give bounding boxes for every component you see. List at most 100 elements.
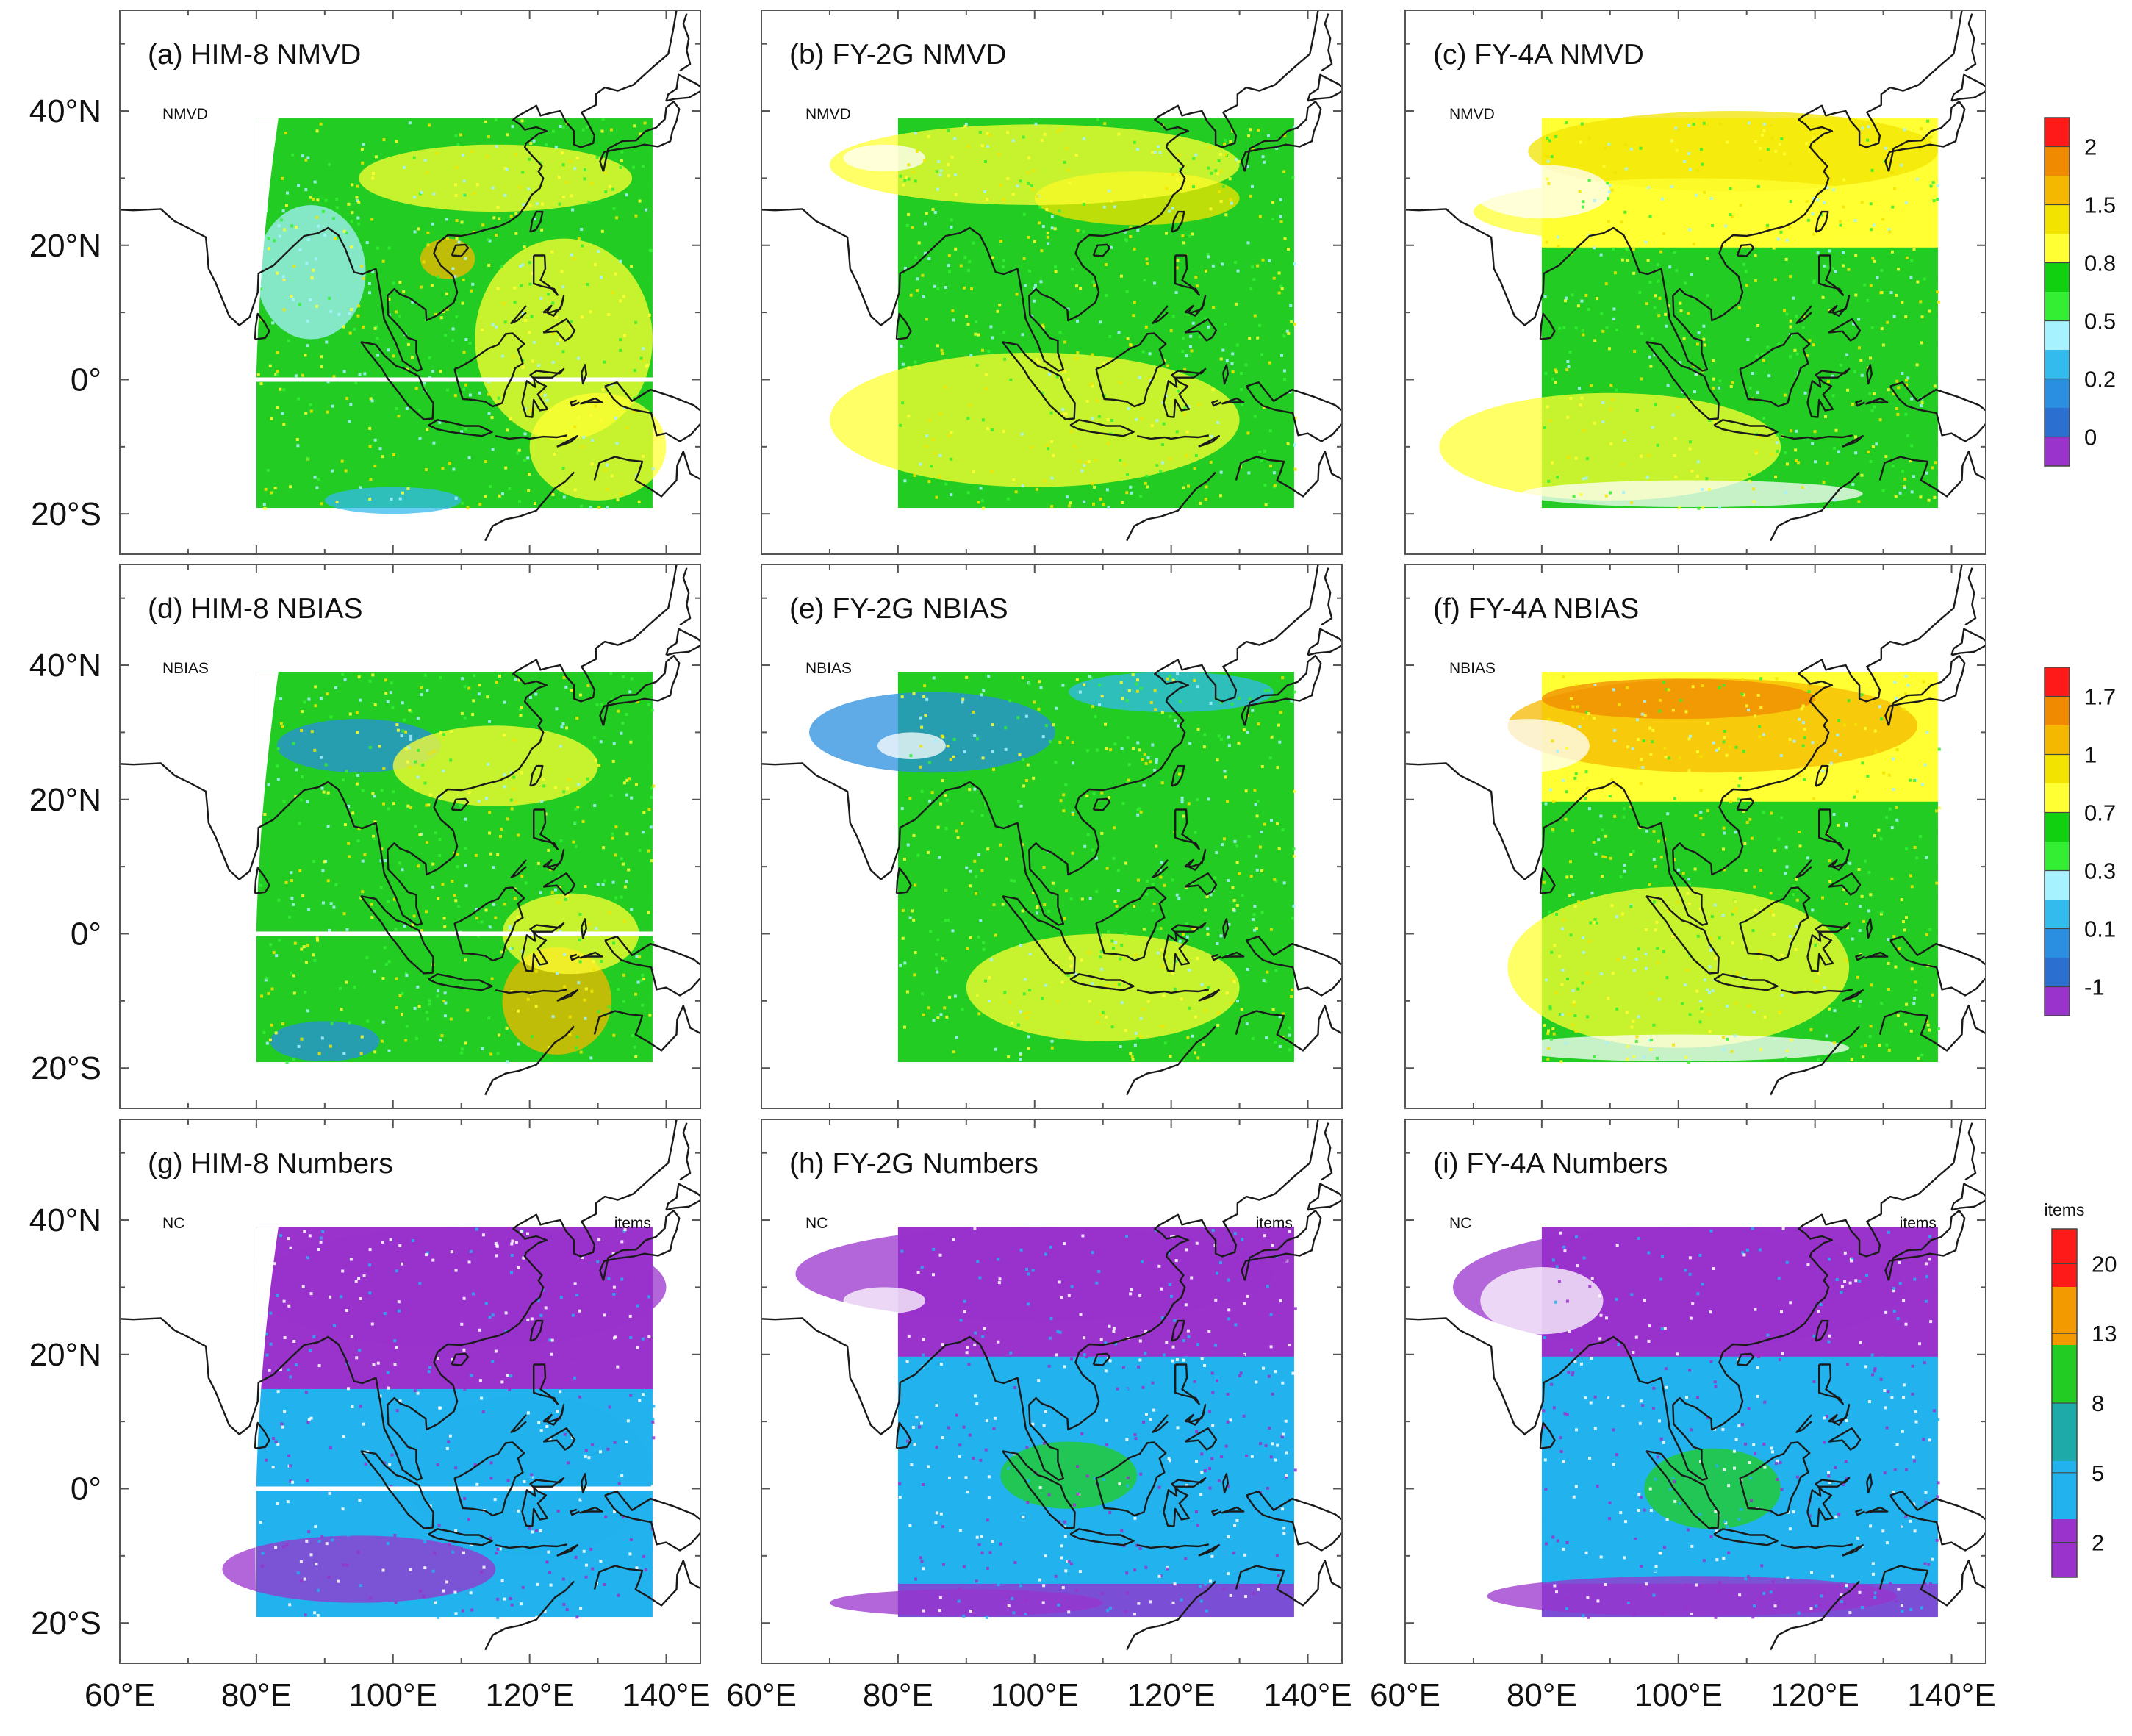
colorbar-label: 2	[2092, 1530, 2104, 1556]
data-field	[255, 672, 656, 1064]
variable-label: NC	[1449, 1215, 1471, 1232]
coastlines	[120, 564, 700, 1096]
colorbar-label: 0.3	[2084, 858, 2116, 884]
colorbar-swatch	[2045, 667, 2070, 697]
lat-tick-label: 20°S	[31, 1050, 101, 1086]
map-panel: (c) FY-4A NMVD NMVD	[1404, 10, 1986, 555]
colorbar-swatch	[2045, 986, 2070, 1016]
variable-label: NC	[805, 1215, 828, 1232]
axes: 40°N 20°N 0° 20°S 40°N 20°N 0° 20°S 40°N 20°N 0° 20…	[29, 93, 1996, 1713]
colorbar-swatch	[2045, 870, 2070, 900]
colorbar-swatch	[2045, 812, 2070, 842]
colorbar-swatch	[2045, 234, 2070, 263]
map-panel: (e) FY-2G NBIAS NBIAS	[761, 564, 1343, 1109]
colorbar-label: 8	[2092, 1391, 2104, 1416]
lon-tick-label: 120°E	[1127, 1677, 1215, 1713]
panel-frame	[761, 10, 1343, 555]
data-field	[1466, 672, 1941, 1064]
panel-title: (h) FY-2G Numbers	[789, 1148, 1038, 1180]
unit-label: items	[1900, 1215, 1937, 1232]
unit-label: items	[1256, 1215, 1293, 1232]
colorbar-swatch	[2045, 783, 2070, 813]
panel-frame	[761, 1119, 1343, 1664]
lon-tick-label: 140°E	[1907, 1677, 1995, 1713]
colorbar-swatch	[2045, 379, 2070, 409]
coastlines	[1405, 1119, 1986, 1651]
colorbar-label: -1	[2084, 975, 2105, 1000]
lon-tick-label: 60°E	[1370, 1677, 1440, 1713]
colorbar-label: 1.5	[2084, 193, 2116, 218]
panel-title: (i) FY-4A Numbers	[1433, 1148, 1668, 1180]
data-field	[222, 1227, 667, 1619]
colorbar-swatch	[2045, 176, 2070, 205]
lon-tick-label: 60°E	[726, 1677, 797, 1713]
colorbar-swatch	[2045, 754, 2070, 784]
coastlines	[120, 10, 700, 542]
panel-title: (b) FY-2G NMVD	[789, 39, 1006, 71]
colorbar-swatch	[2045, 958, 2070, 987]
lat-tick-label: 0°	[71, 1471, 101, 1507]
data-field	[795, 1227, 1297, 1619]
colorbar-label: 2	[2084, 134, 2097, 160]
panel-title: (g) HIM-8 Numbers	[148, 1148, 393, 1180]
variable-label: NBIAS	[162, 660, 209, 677]
panel-title: (f) FY-4A NBIAS	[1433, 593, 1639, 625]
panel-title: (c) FY-4A NMVD	[1433, 39, 1644, 71]
lon-tick-label: 60°E	[85, 1677, 155, 1713]
coastlines	[120, 1119, 700, 1651]
colorbar-swatch	[2045, 408, 2070, 437]
colorbar-swatch	[2045, 928, 2070, 958]
colorbar-label: 0	[2084, 425, 2097, 451]
coastlines	[761, 10, 1342, 542]
panel-frame	[119, 1119, 701, 1664]
colorbar-swatch	[2045, 842, 2070, 871]
variable-label: NBIAS	[1449, 660, 1496, 677]
colorbar-label: 5	[2092, 1460, 2104, 1486]
coastlines	[761, 1119, 1342, 1651]
coastlines	[1405, 10, 1986, 542]
data-field	[809, 672, 1296, 1063]
colorbar-label: 0.7	[2084, 800, 2116, 826]
variable-label: NC	[162, 1215, 184, 1232]
lon-tick-label: 80°E	[863, 1677, 933, 1713]
variable-label: NBIAS	[805, 660, 852, 677]
panel-frame	[761, 564, 1343, 1109]
lat-tick-label: 0°	[71, 362, 101, 398]
colorbar-label: 1	[2084, 742, 2097, 768]
lon-tick-label: 80°E	[221, 1677, 292, 1713]
colorbar-swatch	[2045, 350, 2070, 379]
data-field	[1439, 111, 1940, 510]
data-field	[1453, 1227, 1940, 1619]
lat-tick-label: 40°N	[29, 648, 101, 684]
colorbar-swatch	[2045, 204, 2070, 234]
colorbar-swatch	[2045, 437, 2070, 467]
lat-tick-label: 20°S	[31, 1605, 101, 1641]
map-panel: (i) FY-4A Numbers NC items	[1404, 1119, 1986, 1664]
colorbar-label: 0.1	[2084, 917, 2116, 942]
lat-tick-label: 40°N	[29, 93, 101, 129]
lon-tick-label: 100°E	[349, 1677, 437, 1713]
map-panel: (f) FY-4A NBIAS NBIAS	[1404, 564, 1986, 1109]
coastlines	[761, 564, 1342, 1096]
panel-frame	[119, 564, 701, 1109]
map-panel: (g) HIM-8 Numbers NC items	[119, 1119, 701, 1664]
colorbar-unit: items	[2045, 1200, 2085, 1219]
colorbar-swatch	[2045, 320, 2070, 351]
map-panel: (h) FY-2G Numbers NC items	[761, 1119, 1343, 1664]
lat-tick-label: 40°N	[29, 1202, 101, 1238]
data-field	[829, 118, 1297, 510]
panel-frame	[1404, 10, 1986, 555]
lon-tick-label: 120°E	[485, 1677, 573, 1713]
lon-tick-label: 100°E	[1634, 1677, 1723, 1713]
colorbar-swatch	[2052, 1229, 2077, 1288]
map-panel: (a) HIM-8 NMVD NMVD	[119, 10, 701, 555]
colorbar-swatch	[2052, 1345, 2077, 1404]
panel-frame	[1404, 1119, 1986, 1664]
variable-label: NMVD	[162, 106, 208, 123]
colorbar-swatch	[2045, 900, 2070, 929]
colorbar-label: 0.2	[2084, 367, 2116, 392]
colorbar-swatch	[2045, 146, 2070, 176]
colorbar-swatch	[2045, 725, 2070, 755]
